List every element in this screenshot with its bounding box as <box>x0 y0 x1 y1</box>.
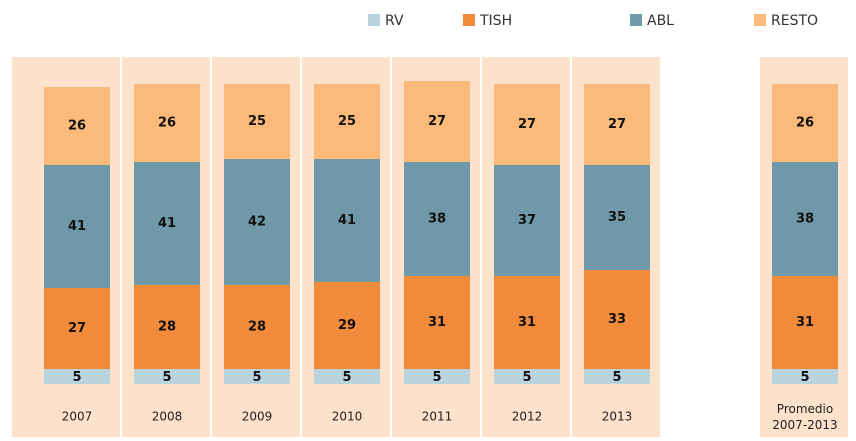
bar-segment <box>314 159 380 282</box>
legend-swatch <box>463 14 475 26</box>
legend-label: TISH <box>479 13 512 29</box>
bar-segment <box>404 276 470 369</box>
data-label: 33 <box>608 312 626 327</box>
data-label: 27 <box>428 114 446 129</box>
x-tick-label: Promedio 2007-2013 <box>772 402 837 432</box>
legend-swatch <box>630 14 642 26</box>
x-tick-label: 2012 <box>512 410 543 424</box>
data-label: 37 <box>518 213 536 228</box>
data-label: 26 <box>158 116 176 131</box>
bar-segment <box>494 369 560 384</box>
data-label: 25 <box>248 114 266 129</box>
data-label: 31 <box>796 315 814 330</box>
bar-segment <box>404 81 470 162</box>
data-label: 5 <box>342 370 351 385</box>
data-label: 41 <box>338 213 356 228</box>
bar-segment <box>772 162 838 276</box>
data-label: 29 <box>338 318 356 333</box>
legend-label: RESTO <box>771 13 818 29</box>
data-label: 42 <box>248 215 266 230</box>
bar-segment <box>584 270 650 369</box>
data-label: 5 <box>432 370 441 385</box>
x-tick-label: 2009 <box>242 410 273 424</box>
bar-segment <box>224 369 290 384</box>
bar-segment <box>404 369 470 384</box>
data-label: 5 <box>72 370 81 385</box>
bar-segment <box>494 84 560 165</box>
bar-segment <box>314 282 380 369</box>
data-label: 27 <box>608 117 626 132</box>
data-label: 28 <box>248 320 266 335</box>
x-tick-label: 2008 <box>152 410 183 424</box>
data-label: 41 <box>158 216 176 231</box>
data-label: 5 <box>800 370 809 385</box>
bar-segment <box>772 276 838 369</box>
legend-swatch <box>368 14 380 26</box>
data-label: 31 <box>428 315 446 330</box>
bar-segment <box>584 84 650 165</box>
bar-segment <box>314 84 380 159</box>
bar-segment <box>134 84 200 162</box>
bar-segment <box>772 369 838 384</box>
data-label: 5 <box>612 370 621 385</box>
bar-segment <box>584 165 650 270</box>
data-label: 38 <box>428 212 446 227</box>
data-label: 26 <box>68 119 86 134</box>
bar-segment <box>314 369 380 384</box>
x-tick-label: 2007 <box>62 410 93 424</box>
data-label: 27 <box>68 321 86 336</box>
bar-segment <box>224 159 290 285</box>
data-label: 26 <box>796 116 814 131</box>
bar-segment <box>44 288 110 369</box>
data-label: 38 <box>796 212 814 227</box>
data-label: 28 <box>158 320 176 335</box>
x-tick-label: 2010 <box>332 410 363 424</box>
bar-segment <box>134 285 200 369</box>
legend-swatch <box>754 14 766 26</box>
bar-segment <box>44 369 110 384</box>
bar-segment <box>404 162 470 276</box>
bar-segment <box>224 84 290 159</box>
legend-label: RV <box>385 13 404 29</box>
bar-segment <box>44 87 110 165</box>
bar-segment <box>134 162 200 285</box>
bar-segment <box>494 276 560 369</box>
data-label: 35 <box>608 210 626 225</box>
x-tick-label: 2013 <box>602 410 633 424</box>
bar-segment <box>134 369 200 384</box>
legend-label: ABL <box>647 13 674 29</box>
bar-segment <box>494 165 560 276</box>
bar-segment <box>44 165 110 288</box>
data-label: 27 <box>518 117 536 132</box>
data-label: 5 <box>522 370 531 385</box>
x-tick-label: 2011 <box>422 410 453 424</box>
data-label: 5 <box>162 370 171 385</box>
data-label: 5 <box>252 370 261 385</box>
bar-segment <box>584 369 650 384</box>
data-label: 31 <box>518 315 536 330</box>
bar-segment <box>224 285 290 369</box>
bar-segment <box>772 84 838 162</box>
data-label: 41 <box>68 219 86 234</box>
data-label: 25 <box>338 114 356 129</box>
